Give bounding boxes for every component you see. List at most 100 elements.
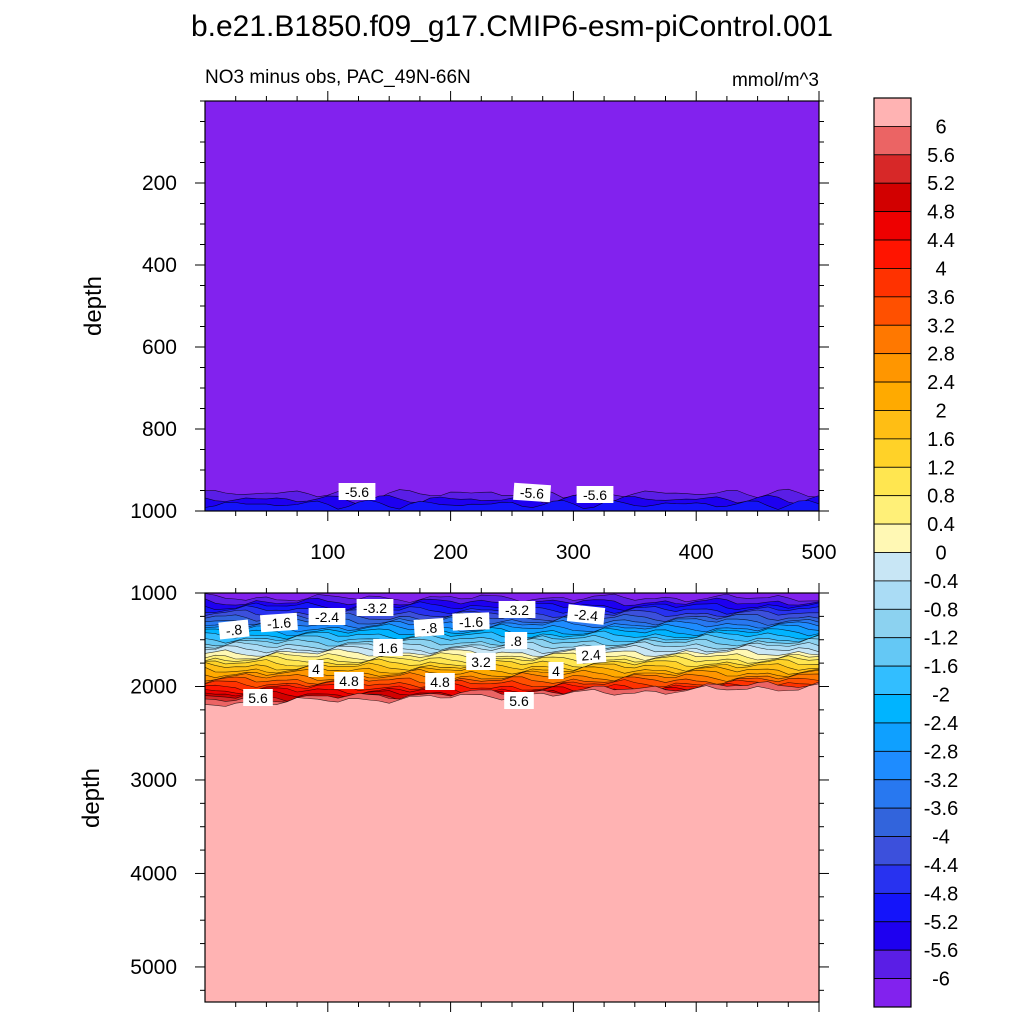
colorbar-swatch xyxy=(873,949,912,979)
colorbar-label: 0.4 xyxy=(927,514,955,536)
colorbar-label: 3.6 xyxy=(927,287,955,309)
contour-label: -5.6 xyxy=(513,482,551,503)
colorbar-label: -4 xyxy=(932,827,950,849)
colorbar-label: -1.2 xyxy=(924,628,958,650)
colorbar-frame xyxy=(873,97,912,1008)
contour-label-text: 4 xyxy=(312,661,320,677)
contour-label-text: 4.8 xyxy=(430,674,450,690)
contour-label: -5.6 xyxy=(576,486,614,503)
contour-label-box xyxy=(260,612,298,633)
colorbar-swatch xyxy=(873,722,912,752)
contour-band xyxy=(205,499,819,511)
colorbar-swatch xyxy=(873,637,912,667)
contour-label-box xyxy=(504,692,534,709)
contour-label-box xyxy=(218,619,250,640)
colorbar-swatch xyxy=(873,381,912,411)
units-label: mmol/m^3 xyxy=(732,70,819,91)
x-tick-label: 400 xyxy=(679,541,714,564)
contour-label-text: -5.6 xyxy=(583,487,607,503)
contour-label-box xyxy=(308,608,346,625)
y-tick-label: 5000 xyxy=(130,956,177,979)
colorbar-label: 1.2 xyxy=(927,457,955,479)
colorbar-swatch xyxy=(873,892,912,923)
contour-label: -2.4 xyxy=(308,608,346,625)
contour-label: .8 xyxy=(504,632,528,649)
contour-label-box xyxy=(338,483,376,500)
x-tick-label: 500 xyxy=(801,541,836,564)
colorbar-swatch xyxy=(873,836,912,866)
colorbar-label: 2.4 xyxy=(927,372,955,394)
colorbar-label: 4.8 xyxy=(927,202,955,224)
y-tick-label: 800 xyxy=(142,418,177,441)
x-tick-label: 200 xyxy=(433,541,468,564)
colorbar: 6 5.6 5.2 4.8 4.4 4 3.6 3.2 2.8 2.4 2 1.6 1.2 0.8 0.4 0… xyxy=(873,97,958,1008)
contour-label: 1.6 xyxy=(373,639,403,656)
lower-contour-bands xyxy=(205,593,819,1002)
colorbar-swatch xyxy=(873,694,912,724)
contour-label-box xyxy=(575,644,607,665)
contour-label-box xyxy=(413,617,445,638)
colorbar-label: -6 xyxy=(932,969,950,991)
y-tick-label: 400 xyxy=(142,254,177,277)
colorbar-swatch xyxy=(873,268,912,298)
contour-label: -5.6 xyxy=(338,483,376,500)
y-tick-label: 2000 xyxy=(130,675,177,698)
contour-label-text: .8 xyxy=(510,633,522,649)
colorbar-swatch xyxy=(873,580,912,610)
contour-label: -.8 xyxy=(413,617,445,638)
colorbar-swatch xyxy=(873,154,912,184)
colorbar-label: 2 xyxy=(935,400,946,422)
colorbar-swatch xyxy=(873,779,912,809)
colorbar-label: 6 xyxy=(935,116,946,138)
colorbar-label: -3.6 xyxy=(924,798,958,820)
y-tick-label: 4000 xyxy=(130,862,177,885)
colorbar-label: -2.4 xyxy=(924,713,958,735)
upper-panel: -5.6 -5.6 -5.6 100 200 300 400 500 200 400 600 800… xyxy=(80,91,837,564)
colorbar-label: 2.8 xyxy=(927,344,955,366)
contour-label: -1.6 xyxy=(452,612,490,631)
panel-subtitle: NO3 minus obs, PAC_49N-66N xyxy=(205,67,471,88)
contour-label: -3.2 xyxy=(498,601,536,618)
contour-label-box xyxy=(452,612,490,631)
contour-label-text: -1.6 xyxy=(459,614,484,631)
contour-label-text: -3.2 xyxy=(363,600,387,616)
contour-label-text: 2.4 xyxy=(581,646,602,663)
contour-label-box xyxy=(243,689,273,706)
contour-label-box xyxy=(308,660,324,677)
contour-label-text: -5.6 xyxy=(519,484,544,502)
colorbar-swatch xyxy=(873,665,912,695)
colorbar-swatch xyxy=(873,97,912,127)
colorbar-swatch xyxy=(873,239,912,269)
colorbar-label: -0.4 xyxy=(924,571,958,593)
upper-contour-labels: -5.6 -5.6 -5.6 xyxy=(338,482,614,503)
contour-label: 5.6 xyxy=(243,689,273,706)
upper-plot-background xyxy=(205,101,819,511)
colorbar-swatch xyxy=(873,978,912,1008)
contour-label-box xyxy=(513,482,551,503)
colorbar-swatch xyxy=(873,921,912,951)
colorbar-swatch xyxy=(873,608,912,639)
contour-label-box xyxy=(576,486,614,503)
colorbar-label: 4 xyxy=(935,258,946,280)
colorbar-label: -4.4 xyxy=(924,855,958,877)
y-tick-label: 1000 xyxy=(130,582,177,605)
colorbar-label: -1.6 xyxy=(924,656,958,678)
y-tick-label: 600 xyxy=(142,336,177,359)
colorbar-label: 3.2 xyxy=(927,315,955,337)
contour-label-text: -.8 xyxy=(225,621,243,639)
colorbar-swatch xyxy=(873,523,912,553)
colorbar-swatch xyxy=(873,750,912,781)
contour-label: 4 xyxy=(308,660,324,677)
y-tick-label: 200 xyxy=(142,172,177,195)
contour-label: -.8 xyxy=(218,619,250,640)
x-tick-label: 300 xyxy=(556,541,591,564)
colorbar-label: -2.8 xyxy=(924,741,958,763)
colorbar-label: 0.8 xyxy=(927,486,955,508)
contour-label-text: 1.6 xyxy=(378,640,398,656)
contour-label-box xyxy=(373,639,403,656)
contour-band xyxy=(205,683,819,1002)
contour-label: 4.8 xyxy=(425,673,455,690)
contour-label-box xyxy=(566,604,606,625)
contour-label-box xyxy=(334,672,364,689)
